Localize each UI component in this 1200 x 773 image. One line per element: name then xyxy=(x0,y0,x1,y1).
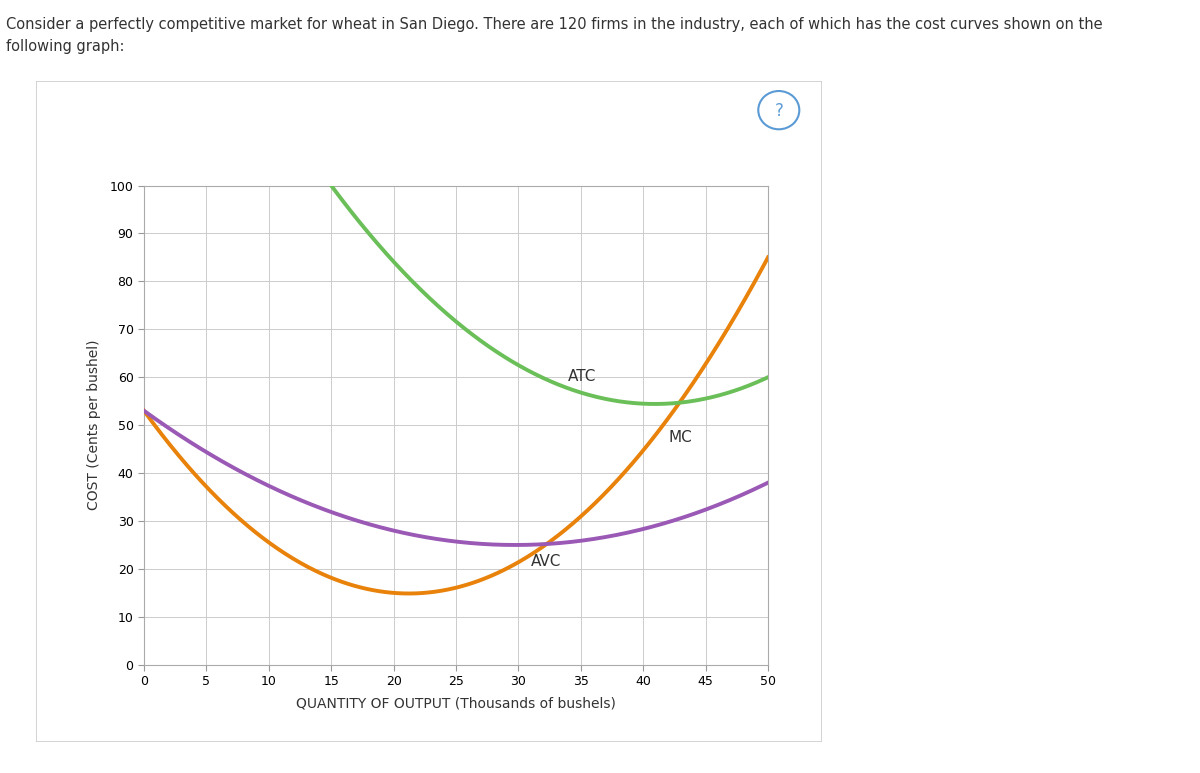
Text: AVC: AVC xyxy=(530,554,562,569)
Text: ATC: ATC xyxy=(569,369,596,384)
Y-axis label: COST (Cents per bushel): COST (Cents per bushel) xyxy=(88,340,101,510)
Text: following graph:: following graph: xyxy=(6,39,125,53)
X-axis label: QUANTITY OF OUTPUT (Thousands of bushels): QUANTITY OF OUTPUT (Thousands of bushels… xyxy=(296,696,616,710)
Text: Consider a perfectly competitive market for wheat in San Diego. There are 120 fi: Consider a perfectly competitive market … xyxy=(6,17,1103,32)
Text: MC: MC xyxy=(668,431,692,445)
Text: ?: ? xyxy=(774,103,784,121)
